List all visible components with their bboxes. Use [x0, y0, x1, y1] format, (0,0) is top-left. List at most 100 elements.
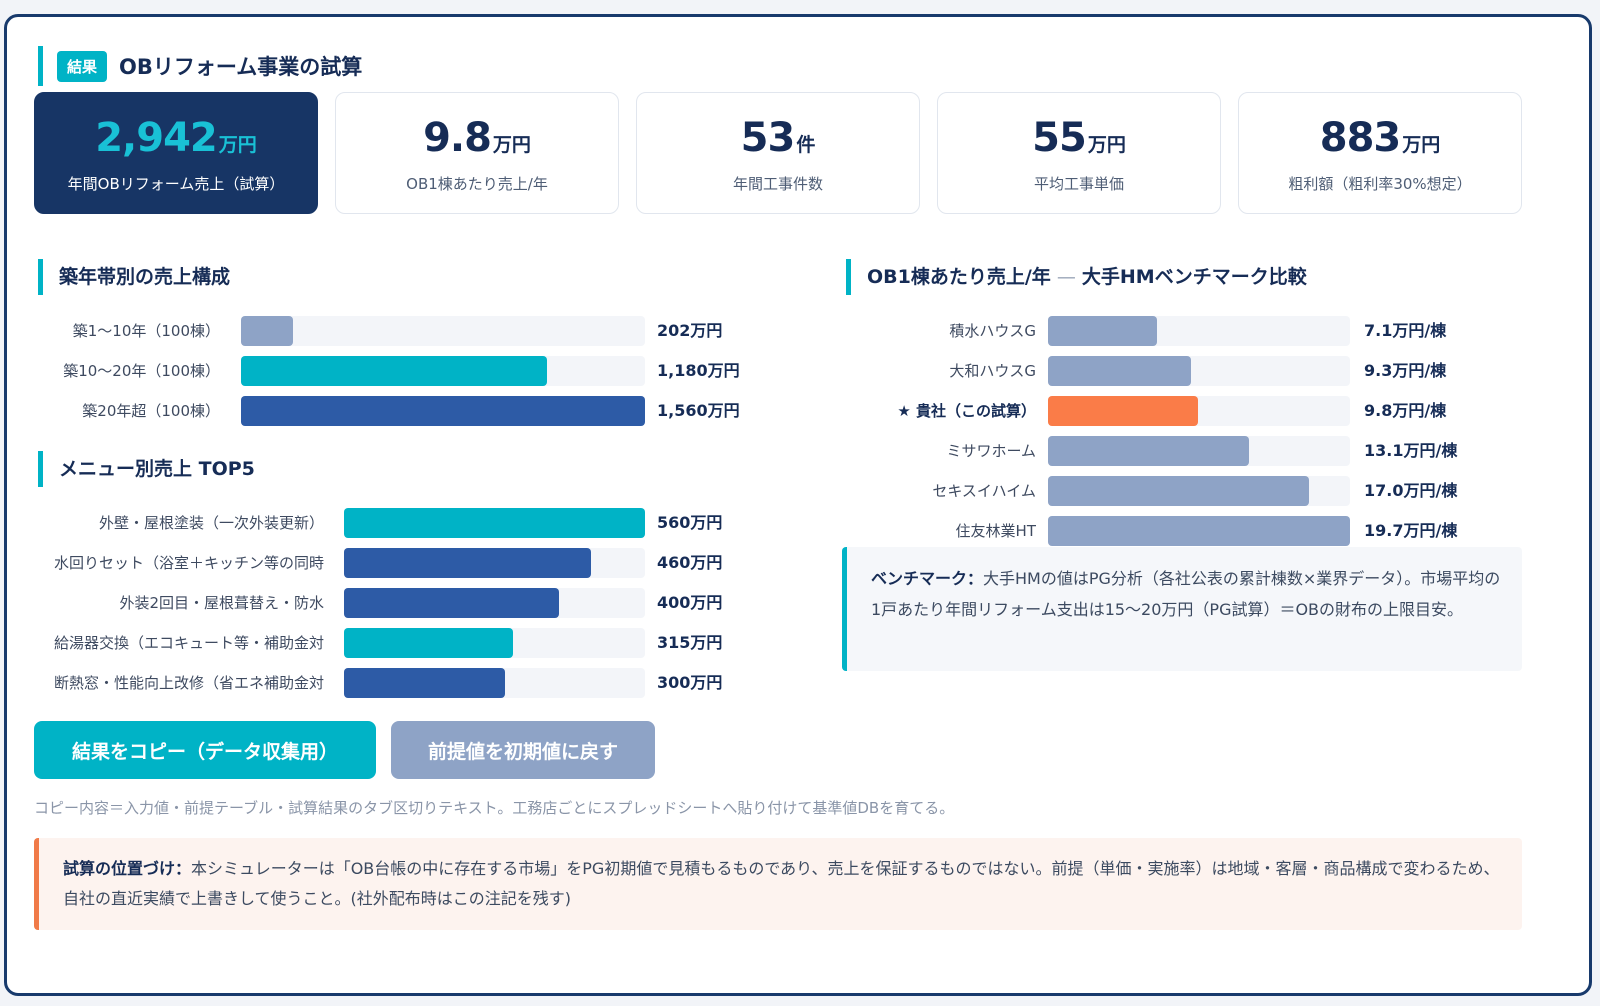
age-row-label: 築10〜20年（100棟）: [63, 362, 220, 380]
menu-row-value: 460万円: [657, 553, 723, 572]
bench-section-title: OB1棟あたり売上/年 — 大手HMベンチマーク比較: [846, 259, 1307, 295]
age-bar-fill: [241, 356, 547, 386]
age-bar-track: [241, 316, 645, 346]
menu-bar-track: [344, 548, 645, 578]
reset-defaults-button[interactable]: 前提値を初期値に戻す: [391, 721, 655, 779]
kpi-label: 粗利額（粗利率30%想定）: [1288, 175, 1472, 193]
kpi-value: 883: [1319, 115, 1401, 161]
kpi-gross-profit: 883 万円 粗利額（粗利率30%想定）: [1238, 92, 1522, 214]
menu-bar-fill: [344, 508, 645, 538]
menu-row-value: 300万円: [657, 673, 723, 692]
bench-bar-track: [1048, 476, 1350, 506]
menu-bar-fill: [344, 548, 591, 578]
bench-bar-track: [1048, 396, 1350, 426]
bench-row-label: ミサワホーム: [946, 442, 1036, 460]
menu-bar-track: [344, 588, 645, 618]
age-row-value: 1,180万円: [657, 361, 740, 380]
bench-row-label: セキスイハイム: [932, 482, 1036, 500]
menu-section-title: メニュー別売上 TOP5: [38, 451, 255, 487]
kpi-value: 2,942: [95, 115, 218, 161]
kpi-label: 年間工事件数: [732, 175, 823, 193]
copy-note: コピー内容＝入力値・前提テーブル・試算結果のタブ区切りテキスト。工務店ごとにスプ…: [34, 799, 955, 817]
kpi-annual-jobs: 53 件 年間工事件数: [636, 92, 920, 214]
bench-row-highlight: ★ 貴社（この試算） 9.8万円/棟: [846, 396, 1526, 426]
benchmark-note-text: 大手HMの値はPG分析（各社公表の累計棟数×業界データ）。市場平均の1戸あたり年…: [871, 569, 1501, 619]
simulation-notice: 試算の位置づけ：本シミュレーターは「OB台帳の中に存在する市場」をPG初期値で見…: [34, 838, 1522, 930]
kpi-label: OB1棟あたり売上/年: [406, 175, 548, 193]
bench-row-label: 住友林業HT: [955, 522, 1036, 540]
kpi-unit: 件: [796, 134, 816, 156]
bench-bar-track: [1048, 316, 1350, 346]
bench-row-value: 9.3万円/棟: [1364, 361, 1447, 380]
bench-title-tail: 大手HMベンチマーク比較: [1081, 266, 1307, 288]
menu-bar-fill: [344, 588, 559, 618]
age-row-value: 1,560万円: [657, 401, 740, 420]
bench-row: 大和ハウスG 9.3万円/棟: [846, 356, 1526, 386]
bench-row-label: 大和ハウスG: [949, 362, 1036, 380]
menu-bar-fill: [344, 668, 505, 698]
bench-bar-track: [1048, 516, 1350, 546]
kpi-annual-sales: 2,942 万円 年間OBリフォーム売上（試算）: [34, 92, 318, 214]
age-row-label: 築1〜10年（100棟）: [72, 322, 220, 340]
age-row: 築10〜20年（100棟） 1,180万円: [38, 356, 758, 386]
menu-row: 外装2回目・屋根葺替え・防水 400万円: [38, 588, 758, 618]
bench-bar-fill: [1048, 516, 1350, 546]
kpi-row: 2,942 万円 年間OBリフォーム売上（試算） 9.8 万円 OB1棟あたり売上/…: [34, 92, 1524, 216]
bench-title-sep: —: [1050, 266, 1082, 288]
kpi-sales-per-house: 9.8 万円 OB1棟あたり売上/年: [335, 92, 619, 214]
kpi-label: 年間OBリフォーム売上（試算）: [67, 175, 285, 193]
kpi-label: 平均工事単価: [1033, 175, 1124, 193]
bench-row-label: 積水ハウスG: [949, 322, 1036, 340]
bench-bar-fill: [1048, 476, 1309, 506]
age-section-title: 築年帯別の売上構成: [38, 259, 230, 295]
age-row: 築1〜10年（100棟） 202万円: [38, 316, 758, 346]
age-row-value: 202万円: [657, 321, 723, 340]
bench-bar-track: [1048, 356, 1350, 386]
age-bar-fill: [241, 316, 293, 346]
age-row: 築20年超（100棟） 1,560万円: [38, 396, 758, 426]
bench-row: ミサワホーム 13.1万円/棟: [846, 436, 1526, 466]
kpi-unit: 万円: [1402, 134, 1441, 156]
menu-row-label: 外装2回目・屋根葺替え・防水: [119, 594, 324, 612]
results-header: 結果 OBリフォーム事業の試算: [38, 46, 362, 86]
bench-row-value: 17.0万円/棟: [1364, 481, 1458, 500]
menu-row-value: 400万円: [657, 593, 723, 612]
menu-row: 断熱窓・性能向上改修（省エネ補助金対 300万円: [38, 668, 758, 698]
menu-bar-track: [344, 668, 645, 698]
menu-row-label: 給湯器交換（エコキュート等・補助金対: [53, 634, 324, 652]
age-bar-fill: [241, 396, 645, 426]
bench-row: 住友林業HT 19.7万円/棟: [846, 516, 1526, 546]
results-badge: 結果: [57, 50, 108, 82]
menu-row-value: 560万円: [657, 513, 723, 532]
bench-row: セキスイハイム 17.0万円/棟: [846, 476, 1526, 506]
bench-row-value: 19.7万円/棟: [1364, 521, 1458, 540]
bench-row-value: 9.8万円/棟: [1364, 401, 1447, 420]
bench-title-main: OB1棟あたり売上/年: [867, 266, 1051, 288]
menu-row-value: 315万円: [657, 633, 723, 652]
menu-row-label: 外壁・屋根塗装（一次外装更新）: [98, 514, 324, 532]
bench-row-value: 7.1万円/棟: [1364, 321, 1447, 340]
menu-bar-track: [344, 508, 645, 538]
menu-bar-fill: [344, 628, 513, 658]
menu-row-label: 断熱窓・性能向上改修（省エネ補助金対: [53, 674, 324, 692]
kpi-avg-unit-price: 55 万円 平均工事単価: [937, 92, 1221, 214]
bench-bar-fill: [1048, 436, 1249, 466]
menu-row: 水回りセット（浴室＋キッチン等の同時 460万円: [38, 548, 758, 578]
age-bar-track: [241, 356, 645, 386]
benchmark-note: ベンチマーク：大手HMの値はPG分析（各社公表の累計棟数×業界データ）。市場平均…: [842, 547, 1522, 671]
kpi-value: 55: [1032, 115, 1087, 161]
kpi-value: 9.8: [423, 115, 492, 161]
age-bar-track: [241, 396, 645, 426]
bench-bar-track: [1048, 436, 1350, 466]
notice-text: 本シミュレーターは「OB台帳の中に存在する市場」をPG初期値で見積もるものであり…: [63, 859, 1500, 908]
menu-row-label: 水回りセット（浴室＋キッチン等の同時: [53, 554, 324, 572]
menu-bar-track: [344, 628, 645, 658]
bench-row: 積水ハウスG 7.1万円/棟: [846, 316, 1526, 346]
copy-results-button[interactable]: 結果をコピー（データ収集用）: [34, 721, 376, 779]
kpi-value: 53: [740, 115, 796, 161]
kpi-unit: 万円: [218, 134, 257, 156]
bench-row-value: 13.1万円/棟: [1364, 441, 1458, 460]
kpi-unit: 万円: [492, 134, 531, 156]
bench-row-label: ★ 貴社（この試算）: [897, 402, 1036, 420]
notice-label: 試算の位置づけ：: [63, 859, 192, 878]
